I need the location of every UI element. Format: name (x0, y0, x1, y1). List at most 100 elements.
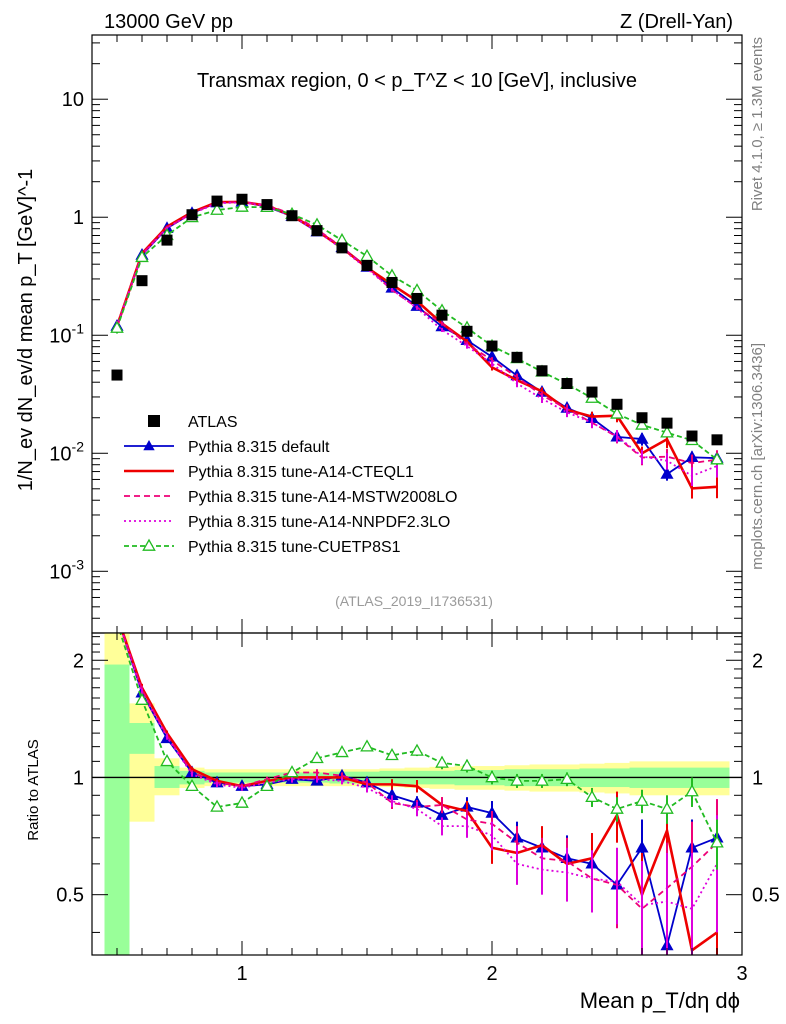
data-point (536, 365, 548, 377)
data-point (586, 386, 598, 398)
data-point (710, 452, 724, 465)
data-point (535, 773, 549, 786)
data-point (635, 793, 649, 806)
series-line (121, 633, 718, 910)
data-point (285, 765, 299, 778)
ratio-axis-title: Ratio to ATLAS (25, 739, 42, 840)
y-tick-label: 10-3 (49, 556, 84, 583)
legend-entry: Pythia 8.315 tune-A14-NNPDF2.3LO (124, 514, 450, 531)
data-point (336, 242, 348, 254)
data-point (111, 617, 122, 627)
data-point (236, 193, 248, 205)
data-point (435, 755, 449, 768)
y-tick-label: 1 (73, 207, 84, 229)
data-point (136, 275, 148, 287)
data-point (510, 773, 524, 786)
ratio-tick-label-right: 1 (752, 767, 763, 789)
data-point (286, 210, 298, 222)
data-point (111, 610, 122, 620)
legend-label: Pythia 8.315 tune-A14-CTEQL1 (188, 464, 414, 481)
data-point (585, 789, 599, 803)
y-tick-label: 10-2 (49, 438, 84, 465)
legend-label: Pythia 8.315 default (188, 439, 330, 456)
x-tick-label: 1 (236, 963, 247, 985)
ratio-tick-label: 0.5 (56, 885, 84, 907)
legend-entry: Pythia 8.315 tune-A14-CTEQL1 (124, 464, 414, 481)
data-point (111, 369, 123, 381)
data-point (335, 745, 349, 758)
series-line (116, 200, 718, 476)
plot-title: Transmax region, 0 < p_T^Z < 10 [GeV], i… (197, 70, 637, 92)
legend-marker (148, 415, 160, 427)
y-tick-label: 10 (62, 89, 84, 111)
data-point (235, 795, 249, 808)
data-point (386, 276, 398, 288)
data-point (485, 770, 499, 783)
data-point (710, 835, 724, 848)
main-panel (91, 34, 743, 634)
legend-label: Pythia 8.315 tune-A14-MSTW2008LO (188, 489, 457, 506)
data-point (660, 467, 674, 479)
data-point (186, 209, 198, 221)
data-point (461, 325, 473, 337)
data-point (711, 434, 723, 446)
x-tick-label: 2 (486, 963, 497, 985)
side-label-top: Rivet 4.1.0, ≥ 1.3M events (749, 37, 766, 211)
ratio-panel (91, 610, 743, 956)
data-point (686, 430, 698, 442)
data-point (360, 248, 374, 261)
data-point (635, 840, 649, 853)
data-point (560, 771, 574, 785)
data-point (161, 234, 173, 246)
data-point (235, 199, 249, 212)
data-point (411, 292, 423, 304)
data-point (410, 743, 424, 756)
legend-entry: Pythia 8.315 default (124, 439, 330, 456)
legend-label: Pythia 8.315 tune-CUETP8S1 (188, 539, 401, 556)
data-point (261, 199, 273, 211)
legend-label: Pythia 8.315 tune-A14-NNPDF2.3LO (188, 514, 450, 531)
data-point (210, 202, 224, 215)
analysis-reference: (ATLAS_2019_I1736531) (335, 593, 493, 609)
series-line (121, 633, 718, 910)
data-point (635, 432, 649, 444)
legend-marker (143, 440, 155, 451)
header-right: Z (Drell-Yan) (620, 11, 733, 33)
y-axis-title: 1/N_ev dN_ev/d mean p_T [GeV]^-1 (15, 169, 37, 492)
data-point (110, 320, 124, 333)
data-point (210, 799, 224, 812)
y-tick-label: 10-1 (49, 320, 84, 347)
stat-uncertainty-band (129, 723, 155, 754)
ratio-tick-label: 2 (73, 650, 84, 672)
data-point (611, 398, 623, 410)
ratio-tick-label-right: 0.5 (752, 885, 780, 907)
data-point (135, 692, 149, 705)
side-label-bottom: mcplots.cern.ch [arXiv:1306.3436] (749, 343, 766, 570)
legend-entry: Pythia 8.315 tune-CUETP8S1 (124, 538, 401, 556)
atlas-data-points (111, 193, 723, 446)
data-point (486, 340, 498, 352)
data-point (310, 750, 324, 764)
data-point (211, 195, 223, 207)
data-point (610, 801, 624, 814)
data-point (135, 249, 149, 263)
series-line (116, 201, 718, 477)
data-point (511, 351, 523, 363)
x-tick-label: 3 (736, 963, 747, 985)
data-point (385, 747, 399, 761)
data-point (436, 309, 448, 321)
data-point (260, 778, 274, 792)
data-point (460, 758, 474, 771)
data-point (636, 412, 648, 424)
header-left: 13000 GeV pp (104, 11, 233, 33)
data-point (160, 754, 174, 767)
data-point (660, 425, 674, 438)
legend-entry: Pythia 8.315 tune-A14-MSTW2008LO (124, 489, 457, 506)
data-point (685, 784, 699, 797)
data-point (361, 259, 373, 271)
data-point (311, 225, 323, 237)
data-point (660, 801, 674, 814)
axes-text: 1 2 3 10-3 10-2 10-1 1 10 0.5 0.5 1 1 2 2 Transmax reg… (15, 35, 780, 1013)
ratio-tick-label: 1 (73, 767, 84, 789)
